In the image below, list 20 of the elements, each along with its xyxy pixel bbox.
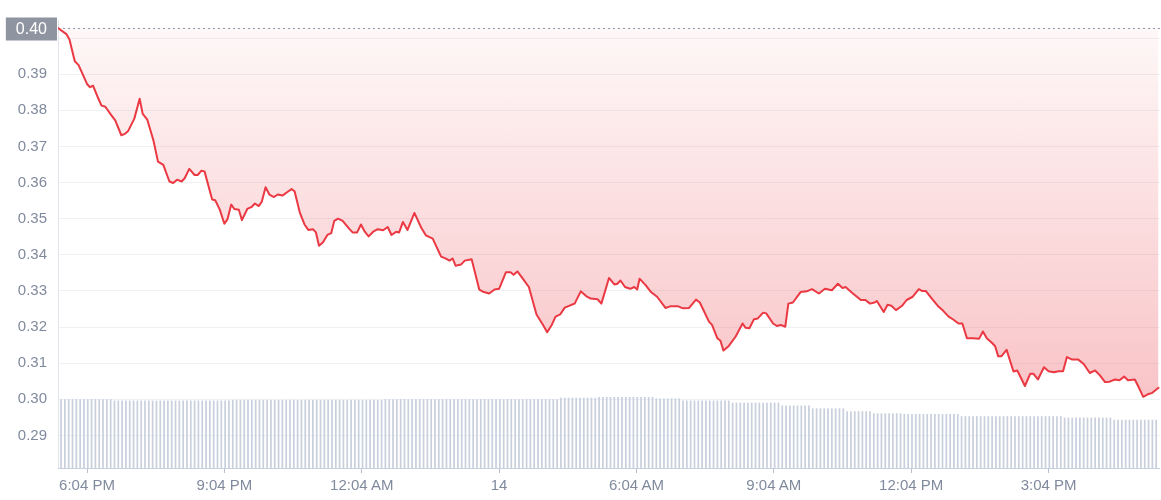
x-tick-label: 12:04 PM bbox=[879, 476, 944, 494]
x-tick-label: 6:04 PM bbox=[59, 476, 115, 494]
x-tick-label: 3:04 PM bbox=[1020, 476, 1077, 494]
x-tick-label: 9:04 PM bbox=[196, 476, 253, 494]
x-tick-label: 9:04 AM bbox=[746, 476, 802, 494]
y-tick-label: 0.35 bbox=[17, 208, 47, 226]
y-tick-label: 0.36 bbox=[17, 172, 47, 190]
y-tick-label: 0.32 bbox=[17, 317, 47, 335]
y-tick-label: 0.39 bbox=[17, 64, 47, 82]
y-tick-label: 0.31 bbox=[17, 353, 47, 371]
y-tick-label: 0.34 bbox=[17, 244, 47, 262]
y-tick-label: 0.30 bbox=[17, 389, 47, 407]
y-tick-label: 0.29 bbox=[17, 425, 47, 443]
y-tick-label: 0.38 bbox=[17, 100, 47, 118]
ref-line-label: 0.40 bbox=[15, 20, 48, 38]
y-tick-label: 0.37 bbox=[17, 136, 47, 154]
x-tick-label: 6:04 AM bbox=[608, 476, 664, 494]
x-tick-label: 12:04 AM bbox=[330, 476, 394, 494]
y-tick-label: 0.33 bbox=[17, 281, 47, 299]
x-tick-label: 14 bbox=[490, 476, 508, 494]
